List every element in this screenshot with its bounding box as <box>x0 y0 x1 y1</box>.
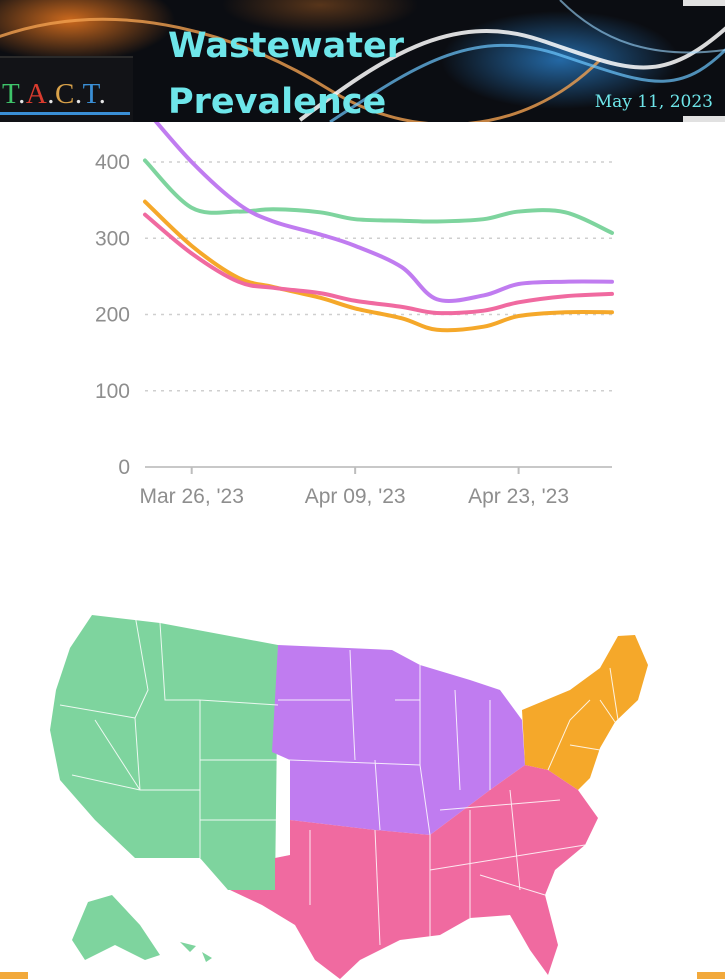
tact-logo: T.A.C.T. <box>0 56 133 122</box>
y-tick-label: 100 <box>95 380 130 403</box>
series-line-2 <box>153 122 614 303</box>
chart-axes <box>145 466 612 474</box>
page-title: Wastewater Prevalence <box>168 18 428 122</box>
logo-letter: T <box>82 78 99 110</box>
title-line-1: Wastewater <box>168 26 404 66</box>
logo-letter: . <box>74 78 83 110</box>
logo-letter: C <box>55 78 75 110</box>
region-northeast <box>522 635 648 790</box>
header-banner: T.A.C.T. Wastewater Prevalence May 11, 2… <box>0 0 725 122</box>
y-tick-label: 0 <box>118 456 130 479</box>
logo-letter: . <box>47 78 56 110</box>
logo-letter: T <box>2 78 19 110</box>
prevalence-line-chart: 0 100 200 300 400 Mar 26, '23 Apr 09, '23 Apr 2… <box>95 122 614 508</box>
x-tick-label: Apr 23, '23 <box>468 485 569 508</box>
region-midwest <box>272 645 525 835</box>
logo-letter: A <box>25 78 48 110</box>
bottom-mark-right <box>697 972 725 979</box>
corner-mark-bottom <box>683 116 725 122</box>
logo-underline <box>0 112 130 115</box>
y-tick-label: 300 <box>95 227 130 250</box>
bottom-mark-left <box>0 972 28 979</box>
region-west <box>50 615 278 962</box>
logo-letter: . <box>98 78 107 110</box>
corner-mark-top <box>683 0 725 6</box>
chart-series <box>143 122 614 333</box>
logo-letter: . <box>18 78 26 110</box>
chart-tick-labels: 0 100 200 300 400 Mar 26, '23 Apr 09, '23 Apr 2… <box>95 151 569 508</box>
logo-text: T.A.C.T. <box>2 78 106 111</box>
chart-gridlines <box>145 161 612 392</box>
region-south <box>230 765 598 979</box>
series-line-4 <box>143 212 614 316</box>
state-border-lines <box>59 614 619 946</box>
us-region-map <box>50 614 648 979</box>
y-tick-label: 400 <box>95 151 130 174</box>
light-swirl-decoration <box>0 0 725 122</box>
report-date: May 11, 2023 <box>594 92 713 112</box>
x-tick-label: Mar 26, '23 <box>139 485 243 508</box>
series-line-3 <box>143 199 614 333</box>
title-line-2: Prevalence <box>168 82 387 122</box>
y-tick-label: 200 <box>95 304 130 327</box>
series-line-1 <box>143 158 614 235</box>
x-tick-label: Apr 09, '23 <box>305 485 406 508</box>
